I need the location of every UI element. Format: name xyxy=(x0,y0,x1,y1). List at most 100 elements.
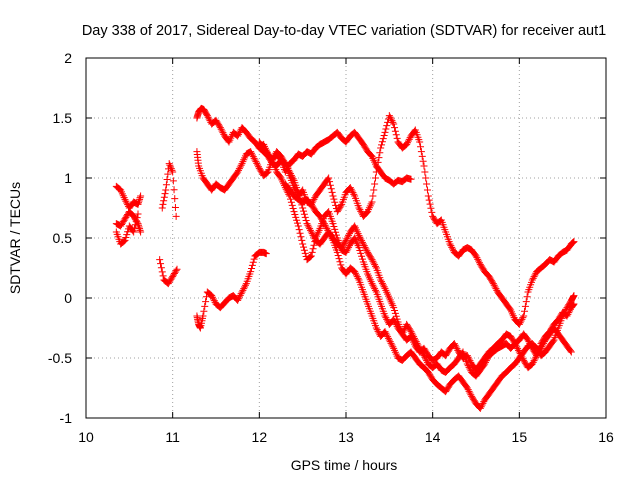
data-point-plus xyxy=(118,221,126,229)
data-point-plus xyxy=(370,259,378,267)
data-point-plus xyxy=(360,142,368,150)
data-point-plus xyxy=(566,347,574,355)
data-point-plus xyxy=(170,270,178,278)
data-point-plus xyxy=(286,168,294,176)
data-point-plus xyxy=(166,161,174,169)
data-point-plus xyxy=(532,353,540,361)
data-point-plus xyxy=(516,350,524,358)
data-point-plus xyxy=(404,323,412,331)
data-point-plus xyxy=(133,214,141,222)
data-point-plus xyxy=(475,257,483,265)
data-point-plus xyxy=(344,245,352,253)
data-point-plus xyxy=(464,353,472,361)
data-point-plus xyxy=(352,269,360,277)
data-point-plus xyxy=(234,296,242,304)
data-point-plus xyxy=(299,204,307,212)
data-point-plus xyxy=(304,221,312,229)
data-point-plus xyxy=(540,338,548,346)
data-point-plus xyxy=(563,304,571,312)
data-point-plus xyxy=(391,306,399,314)
data-point-plus xyxy=(420,162,428,170)
data-point-plus xyxy=(165,278,173,286)
data-point-plus xyxy=(241,283,249,291)
data-point-plus xyxy=(515,320,523,328)
data-point-plus xyxy=(443,385,451,393)
data-point-plus xyxy=(410,127,418,135)
data-point-plus xyxy=(479,265,487,273)
data-point-plus xyxy=(345,242,353,250)
data-point-plus xyxy=(218,127,226,135)
data-point-plus xyxy=(386,113,394,121)
data-point-plus xyxy=(474,255,482,263)
data-point-plus xyxy=(168,166,176,174)
data-point-plus xyxy=(519,314,527,322)
data-point-plus xyxy=(308,248,316,256)
data-point-plus xyxy=(370,186,378,194)
data-point-plus xyxy=(300,243,308,251)
data-point-plus xyxy=(529,358,537,366)
data-point-plus xyxy=(289,204,297,212)
data-point-plus xyxy=(358,255,366,263)
data-point-plus xyxy=(354,274,362,282)
data-point-plus xyxy=(318,215,326,223)
data-point-plus xyxy=(371,261,379,269)
data-point-plus xyxy=(300,207,308,215)
data-point-plus xyxy=(308,230,316,238)
data-point-plus xyxy=(406,326,414,334)
data-point-plus xyxy=(537,344,545,352)
data-point-plus xyxy=(373,163,381,171)
data-point-plus xyxy=(292,213,300,221)
data-point-plus xyxy=(442,388,450,396)
data-point-plus xyxy=(319,217,327,225)
data-point-plus xyxy=(283,163,291,171)
data-point-plus xyxy=(521,307,529,315)
data-point-plus xyxy=(465,355,473,363)
y-tick-label: -0.5 xyxy=(48,350,72,366)
data-point-plus xyxy=(387,115,395,123)
data-point-plus xyxy=(384,333,392,341)
data-point-plus xyxy=(539,341,547,349)
data-point-plus xyxy=(488,278,496,286)
data-point-plus xyxy=(350,190,358,198)
data-point-plus xyxy=(164,170,172,178)
data-point-plus xyxy=(331,225,339,233)
data-point-plus xyxy=(262,250,270,258)
data-point-plus xyxy=(298,187,306,195)
data-point-plus xyxy=(370,283,378,291)
data-point-plus xyxy=(159,200,167,208)
data-point-plus xyxy=(367,151,375,159)
data-point-plus xyxy=(358,238,366,246)
data-point-plus xyxy=(346,184,354,192)
data-point-plus xyxy=(345,230,353,238)
data-point-plus xyxy=(335,205,343,213)
data-point-plus xyxy=(477,403,485,411)
data-point-plus xyxy=(469,395,477,403)
data-point-plus xyxy=(334,206,342,214)
data-point-plus xyxy=(287,195,295,203)
data-point-plus xyxy=(371,180,379,188)
data-point-plus xyxy=(466,389,474,397)
data-point-plus xyxy=(448,243,456,251)
data-point-plus xyxy=(251,156,259,164)
data-point-plus xyxy=(117,222,125,230)
data-point-plus xyxy=(424,368,432,376)
data-point-plus xyxy=(452,343,460,351)
data-point-plus xyxy=(200,307,208,315)
data-point-plus xyxy=(379,281,387,289)
data-point-plus xyxy=(167,275,175,283)
data-point-plus xyxy=(523,293,531,301)
data-point-plus xyxy=(119,238,127,246)
data-point-plus xyxy=(287,170,295,178)
data-point-plus xyxy=(373,326,381,334)
data-point-plus xyxy=(122,197,130,205)
data-point-plus xyxy=(521,302,529,310)
data-point-plus xyxy=(287,198,295,206)
chart-title: Day 338 of 2017, Sidereal Day-to-day VTE… xyxy=(82,23,606,39)
data-point-plus xyxy=(331,198,339,206)
data-point-plus xyxy=(162,186,170,194)
data-point-plus xyxy=(378,278,386,286)
data-point-plus xyxy=(371,286,379,294)
data-point-plus xyxy=(297,233,305,241)
data-point-plus xyxy=(565,301,573,309)
data-point-plus xyxy=(508,335,516,343)
